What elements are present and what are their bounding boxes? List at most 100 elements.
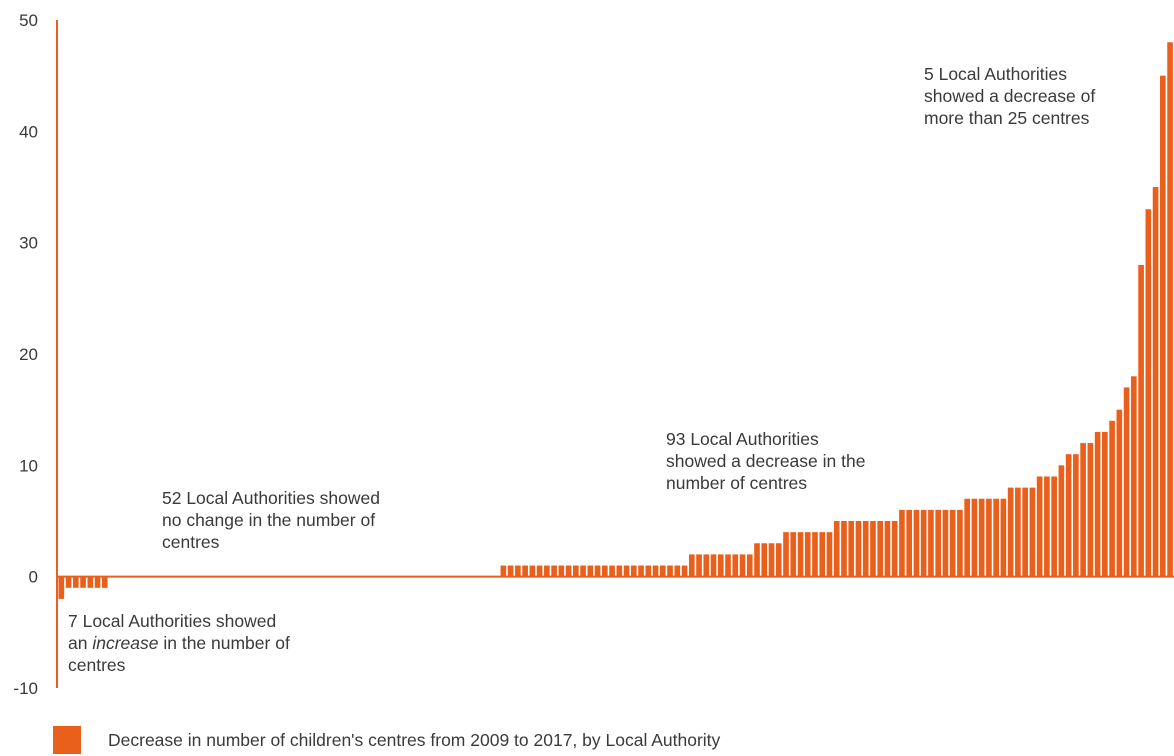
annotation-increase-text-a: an xyxy=(68,633,93,653)
bar xyxy=(580,565,586,577)
bar xyxy=(1160,75,1166,577)
bar xyxy=(971,498,978,577)
annotation-increase-line-3: centres xyxy=(68,655,126,675)
bar xyxy=(920,509,927,577)
bar xyxy=(819,532,826,577)
bar xyxy=(710,554,717,577)
bar xyxy=(942,509,949,577)
bar xyxy=(72,576,79,588)
bar xyxy=(703,554,710,577)
bar xyxy=(841,521,847,577)
bar xyxy=(790,532,797,577)
annotation-increase: 7 Local Authorities showed an increase i… xyxy=(68,610,290,676)
annotation-increase-emphasis: increase xyxy=(92,633,159,653)
bar-chart: -10 0 10 20 30 40 50 xyxy=(13,11,1174,698)
bar xyxy=(739,554,746,577)
bar xyxy=(833,521,840,577)
bar xyxy=(848,521,855,577)
bar xyxy=(587,565,594,577)
bar xyxy=(812,532,818,577)
bar xyxy=(884,521,891,577)
annotation-no-change: 52 Local Authorities showed no change in… xyxy=(162,487,380,553)
bar xyxy=(754,543,760,577)
bar xyxy=(913,509,920,577)
bar xyxy=(594,565,601,577)
bar xyxy=(993,498,999,577)
bar xyxy=(1073,454,1079,577)
bar xyxy=(928,509,934,577)
bar xyxy=(1131,376,1137,577)
annotation-large-decrease-line-2: showed a decrease of xyxy=(924,86,1096,106)
bar xyxy=(1123,387,1130,577)
bar xyxy=(1044,476,1050,577)
bar xyxy=(891,521,898,577)
annotation-increase-text-b: in the number of xyxy=(158,633,290,653)
bar xyxy=(783,532,789,577)
bar xyxy=(696,554,702,577)
bar xyxy=(638,565,644,577)
y-tick-label: -10 xyxy=(13,679,38,698)
annotation-decrease: 93 Local Authorities showed a decrease i… xyxy=(666,428,865,494)
bar xyxy=(1102,431,1108,577)
bar xyxy=(964,498,970,577)
bar xyxy=(87,576,94,588)
bar xyxy=(1116,409,1123,577)
annotation-decrease-line-2: showed a decrease in the xyxy=(666,451,866,471)
bar xyxy=(630,565,637,577)
y-axis-ticks: -10 0 10 20 30 40 50 xyxy=(13,11,38,698)
bar xyxy=(899,509,905,577)
bar xyxy=(1036,476,1043,577)
bar xyxy=(1094,431,1101,577)
annotation-increase-line-2: an increase in the number of xyxy=(68,632,290,654)
legend-label: Decrease in number of children's centres… xyxy=(108,729,721,750)
y-tick-label: 10 xyxy=(19,456,38,475)
bar xyxy=(652,565,659,577)
annotation-decrease-line-1: 93 Local Authorities xyxy=(666,429,819,449)
y-tick-label: 50 xyxy=(19,11,38,30)
bar xyxy=(935,509,942,577)
bar xyxy=(522,565,528,577)
annotation-no-change-line-2: no change in the number of xyxy=(162,510,376,530)
annotation-large-decrease-line-3: more than 25 centres xyxy=(924,108,1090,128)
bar xyxy=(1007,487,1014,577)
bar xyxy=(667,565,673,577)
bar xyxy=(986,498,992,577)
bar xyxy=(1022,487,1028,577)
bar xyxy=(906,509,913,577)
bar xyxy=(515,565,521,577)
bar xyxy=(1080,443,1086,577)
bar xyxy=(616,565,623,577)
bar xyxy=(761,543,768,577)
bar xyxy=(768,543,775,577)
legend-swatch xyxy=(53,726,81,754)
bar xyxy=(746,554,753,577)
bar xyxy=(826,532,833,577)
bar xyxy=(659,565,666,577)
bar xyxy=(855,521,862,577)
annotation-large-decrease-line-1: 5 Local Authorities xyxy=(924,64,1068,84)
bar xyxy=(725,554,731,577)
bar xyxy=(1109,420,1115,577)
bar xyxy=(797,532,804,577)
bar xyxy=(1087,443,1094,577)
y-tick-label: 20 xyxy=(19,345,38,364)
bar xyxy=(623,565,630,577)
bar xyxy=(507,565,514,577)
bar xyxy=(602,565,608,577)
bar xyxy=(1051,476,1057,577)
bar xyxy=(551,565,557,577)
bar xyxy=(565,565,572,577)
bar xyxy=(775,543,782,577)
bar xyxy=(957,509,963,577)
bar xyxy=(1000,498,1007,577)
bar xyxy=(1138,264,1144,577)
bar xyxy=(949,509,956,577)
bar xyxy=(529,565,536,577)
annotation-no-change-line-3: centres xyxy=(162,532,220,552)
bar xyxy=(717,554,724,577)
bar xyxy=(101,576,108,588)
bar xyxy=(609,565,615,577)
bar xyxy=(877,521,884,577)
bar xyxy=(688,554,695,577)
bar xyxy=(1167,42,1173,577)
